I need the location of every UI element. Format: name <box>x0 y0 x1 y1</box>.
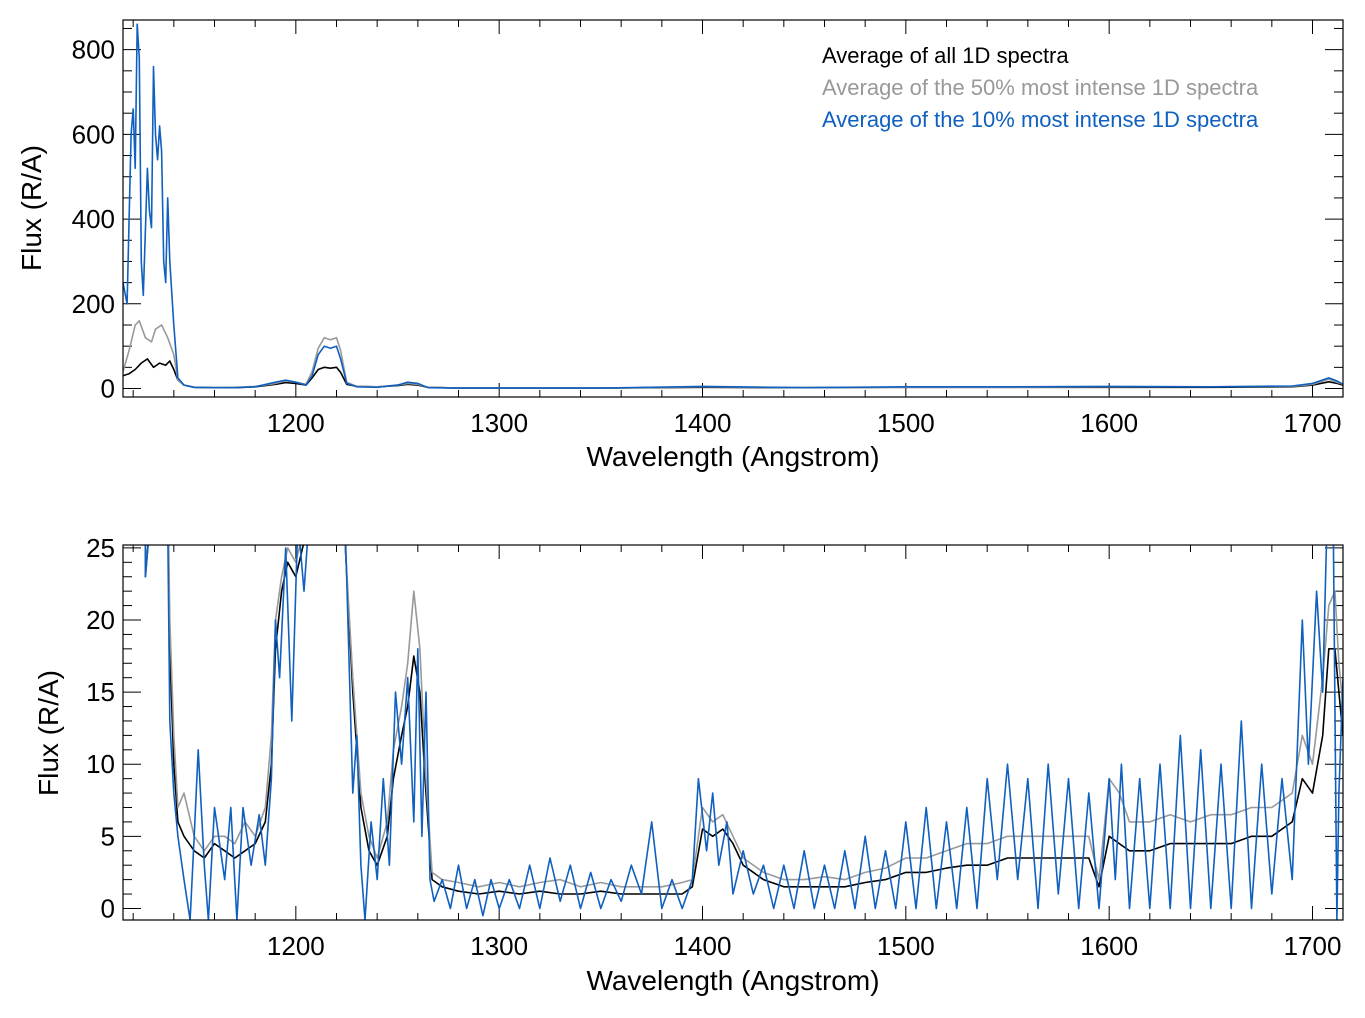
legend-entry-10pct: Average of the 10% most intense 1D spect… <box>822 107 1259 132</box>
top-xtick-label: 1700 <box>1284 408 1342 438</box>
bottom-ytick-label: 5 <box>101 821 115 851</box>
bottom-xtick-label: 1400 <box>674 931 732 961</box>
bottom-xtick-label: 1500 <box>877 931 935 961</box>
bottom-xlabel: Wavelength (Angstrom) <box>586 965 879 996</box>
bottom-ytick-label: 20 <box>86 605 115 635</box>
top-xtick-label: 1600 <box>1080 408 1138 438</box>
top-series-group <box>123 23 1343 389</box>
bottom-xtick-label: 1600 <box>1080 931 1138 961</box>
legend-entry-50pct: Average of the 50% most intense 1D spect… <box>822 75 1259 100</box>
bottom-series-group <box>144 545 1343 920</box>
top-xtick-label: 1200 <box>267 408 325 438</box>
bottom-ytick-label: 0 <box>101 893 115 923</box>
bottom-ytick-label: 25 <box>86 533 115 563</box>
bottom-axes: 1200 1300 1400 1500 1600 1700 0 5 10 15 20 25 <box>86 533 1343 961</box>
bottom-panel: 1200 1300 1400 1500 1600 1700 0 5 10 15 20 25 Wavel… <box>33 533 1344 996</box>
top-panel: 1200 1300 1400 1500 1600 1700 0 200 400 600 800 Wa… <box>16 19 1344 472</box>
bottom-ytick-label: 15 <box>86 677 115 707</box>
top-xtick-label: 1300 <box>470 408 528 438</box>
top-axes: 1200 1300 1400 1500 1600 1700 0 200 400 600 800 <box>72 20 1343 438</box>
legend: Average of all 1D spectra Average of the… <box>822 43 1259 132</box>
top-xlabel: Wavelength (Angstrom) <box>586 441 879 472</box>
top-ytick-label: 600 <box>72 119 115 149</box>
bottom-xtick-label: 1200 <box>267 931 325 961</box>
bottom-series-50pct <box>144 545 1343 888</box>
top-xtick-label: 1500 <box>877 408 935 438</box>
top-plot-frame <box>122 19 1344 398</box>
top-series-50pct <box>123 319 1343 389</box>
top-ytick-label: 400 <box>72 204 115 234</box>
top-xtick-label: 1400 <box>674 408 732 438</box>
bottom-ytick-label: 10 <box>86 749 115 779</box>
top-ytick-label: 0 <box>101 374 115 404</box>
bottom-series-10pct <box>144 545 1343 920</box>
legend-entry-all: Average of all 1D spectra <box>822 43 1069 68</box>
top-series-10pct <box>123 23 1343 389</box>
top-ytick-label: 800 <box>72 35 115 65</box>
bottom-xtick-label: 1300 <box>470 931 528 961</box>
bottom-xtick-label: 1700 <box>1284 931 1342 961</box>
top-ytick-label: 200 <box>72 289 115 319</box>
bottom-plot-frame <box>122 544 1344 921</box>
bottom-ylabel: Flux (R/A) <box>33 670 64 796</box>
top-ylabel: Flux (R/A) <box>16 145 47 271</box>
